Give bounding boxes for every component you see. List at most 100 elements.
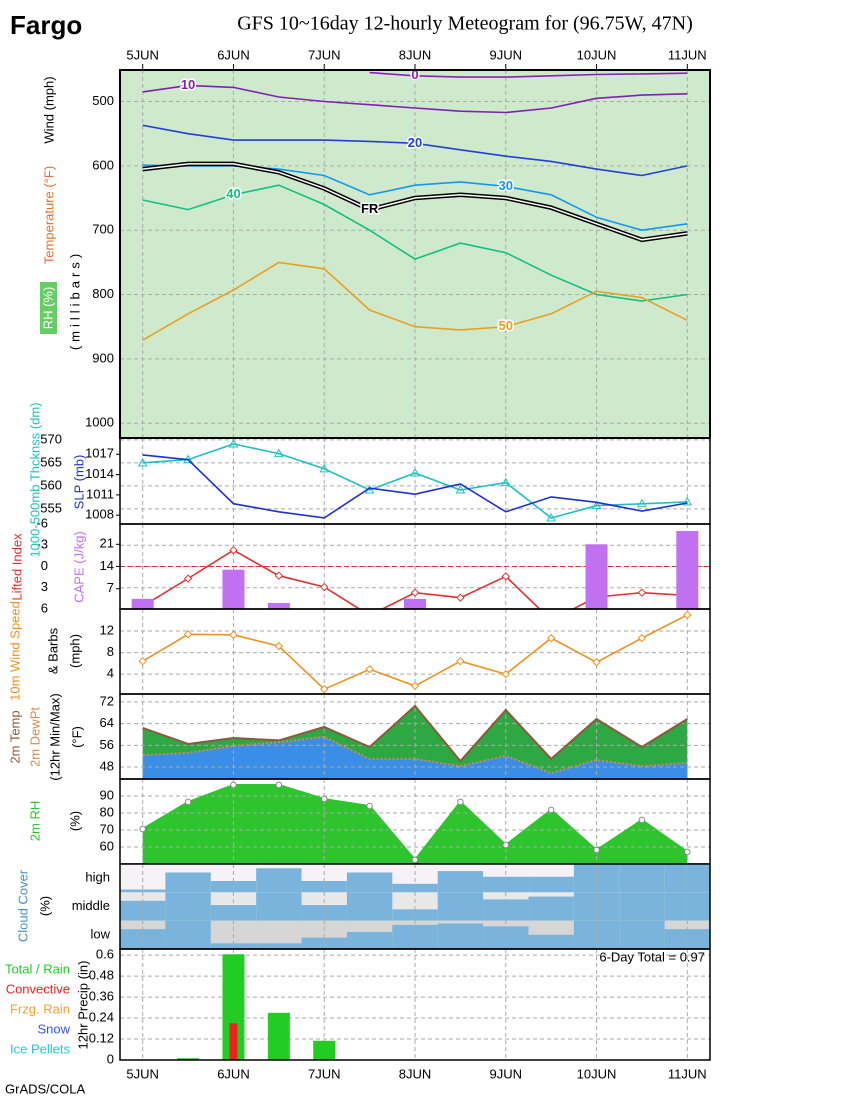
cloud-layer-label: high [85,870,110,885]
marker [184,798,192,806]
panel [120,949,710,1060]
y-tick-label: 0.24 [89,1009,114,1024]
marker [411,856,419,864]
marker [275,781,283,789]
axis-label: 2m Temp [7,710,22,763]
cloud-bar [437,871,484,893]
marker [366,802,373,810]
y-tick-label: 0 [107,1051,114,1066]
y-tick-label: 3 [41,579,48,594]
cloud-layer-label: low [90,926,110,941]
cloud-bar [346,892,393,921]
x-tick-label-top: 9JUN [490,47,523,62]
marker [410,467,420,477]
x-tick-label-top: 10JUN [577,47,617,62]
marker [137,457,148,467]
y2-tick-label: 21 [100,536,114,551]
axis-label: 2m DewPt [27,707,42,767]
cloud-bar [301,905,347,921]
y-tick-label: 700 [92,222,114,237]
cloud-bar [437,923,484,949]
cloud-bar [210,905,257,921]
bar [585,544,608,609]
axis-label: 1000-500mb Thcknss (dm) [27,402,42,557]
axis-label: Temperature (°F) [41,166,56,264]
contour-label: 40 [226,186,240,201]
y-tick-label: 90 [100,787,114,802]
panel [120,864,710,949]
marker [456,656,465,666]
y-tick-label: 8 [107,644,114,659]
annotation: 6-Day Total = 0.97 [599,949,705,964]
contour-label: FR [361,201,379,216]
x-tick-label-bottom: 8JUN [399,1066,432,1081]
y2-tick-label: 1014 [85,466,114,481]
panel-frame [119,948,711,1061]
marker [456,593,465,602]
axis-label: 10m Wind Speed [7,601,22,701]
marker [548,617,555,624]
x-tick-label-top: 6JUN [217,47,250,62]
marker [320,795,328,803]
x-tick-label-top: 8JUN [399,47,432,62]
bar [676,530,699,609]
cloud-bar [256,868,302,893]
axis-label: CAPE (J/kg) [71,531,86,603]
marker [410,681,420,691]
x-tick-label-top: 5JUN [126,47,159,62]
marker [502,841,510,849]
contour-label: 30 [499,178,513,193]
axis-label: 2m RH [27,801,42,841]
axis-label: (12hr Min/Max) [47,693,62,780]
panel [120,524,710,624]
legend-label: Convective [6,981,70,996]
y-tick-label: -3 [36,537,48,552]
cloud-bar [256,892,302,921]
bar [404,598,426,609]
precip-bar [222,954,245,1060]
cloud-bar [619,920,665,949]
contour-label: 10 [181,77,195,92]
cloud-bar [619,864,665,893]
y2-tick-label: 1011 [86,486,114,501]
cloud-bar [120,900,166,921]
marker [274,641,284,651]
y-tick-label: 800 [92,286,114,301]
marker [683,610,692,620]
marker [274,571,284,580]
axis-label: (mph) [67,634,82,668]
y-tick-label: 1000 [85,415,114,430]
marker [637,588,647,597]
y-tick-label: 0 [41,558,48,573]
cloud-bar [120,929,166,949]
marker [591,500,602,510]
panel: 0 10 20 30 FR 40 50 [120,70,710,438]
cloud-bar [437,892,484,921]
y-tick-label: 12 [100,622,114,637]
y-tick-label: -6 [36,515,48,530]
cloud-bar [483,876,529,893]
cloud-bar [528,934,574,949]
marker [682,496,693,506]
cloud-bar [165,892,211,921]
series-line [142,454,688,519]
marker [500,477,511,487]
bar [222,569,245,609]
chart-title: GFS 10~16day 12-hourly Meteogram for (96… [237,13,693,35]
y-tick-label: 72 [100,693,114,708]
y2-tick-label: 7 [107,580,114,595]
credit: GrADS/COLA [5,1081,86,1096]
axis-label: Cloud Cover [15,869,30,942]
marker [457,798,464,806]
y-tick-label: 80 [100,804,114,819]
panel [120,779,710,864]
y-tick-label: 64 [100,715,114,730]
y-tick-label: 560 [40,477,62,492]
x-tick-label-bottom: 7JUN [308,1066,341,1081]
axis-label: (°F) [69,726,84,748]
y-tick-label: 900 [92,350,114,365]
marker [273,448,284,458]
series-line [369,71,688,78]
